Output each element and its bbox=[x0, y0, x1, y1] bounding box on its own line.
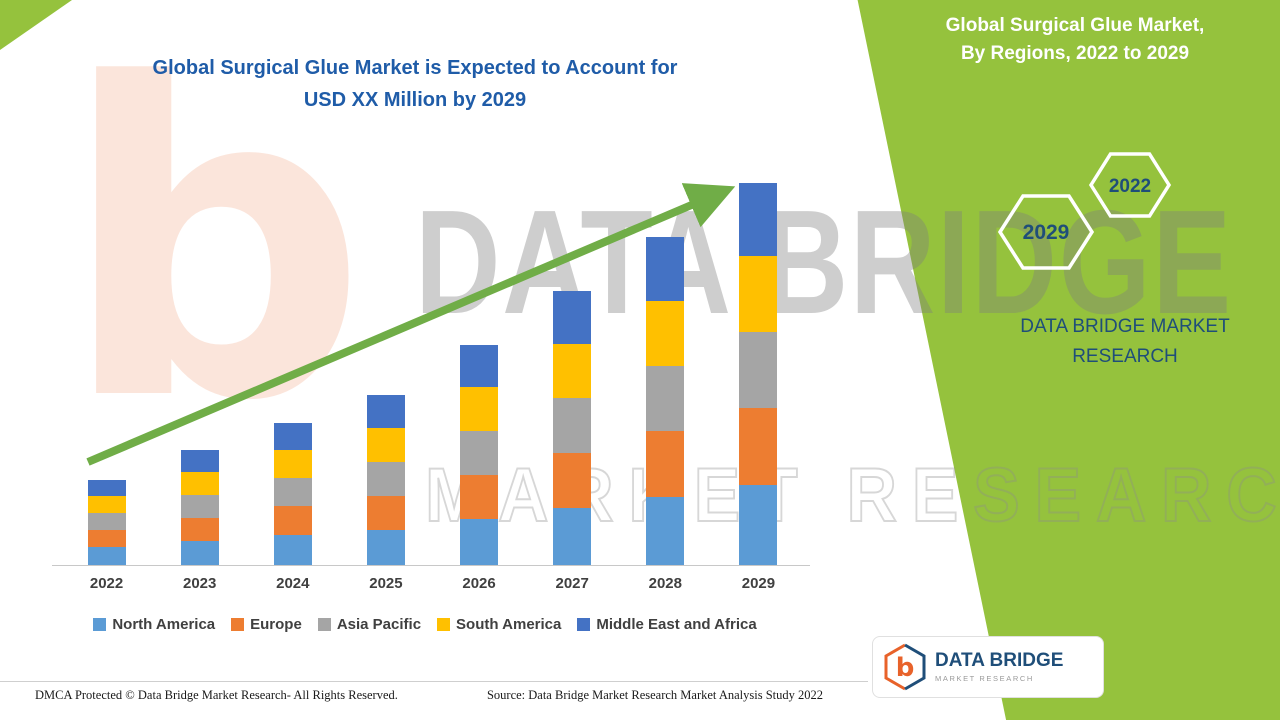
legend-swatch bbox=[231, 618, 245, 631]
bar-2024 bbox=[273, 423, 312, 565]
brand-logo-text: DATA BRIDGE MARKET RESEARCH bbox=[935, 650, 1064, 683]
panel-title-line1: Global Surgical Glue Market, bbox=[945, 15, 1205, 36]
bar-segment-2026-south-america bbox=[460, 387, 499, 431]
legend-label: Europe bbox=[250, 616, 302, 633]
footer: DMCA Protected © Data Bridge Market Rese… bbox=[0, 681, 868, 703]
legend-swatch bbox=[93, 618, 107, 631]
x-label-2025: 2025 bbox=[369, 575, 403, 592]
bar-segment-2027-south-america bbox=[553, 344, 592, 398]
bar-segment-2028-north-america bbox=[646, 497, 685, 565]
chart-legend: North America Europe Asia Pacific South Ame… bbox=[0, 616, 850, 633]
bar-segment-2028-europe bbox=[646, 431, 685, 497]
bar-segment-2028-middle-east-and-africa bbox=[646, 237, 685, 301]
bar-segment-2029-north-america bbox=[739, 485, 778, 565]
legend-item-asia-pacific: Asia Pacific bbox=[317, 616, 422, 633]
dmca-text: DMCA Protected © Data Bridge Market Rese… bbox=[35, 688, 398, 702]
stacked-bar-chart bbox=[60, 183, 805, 565]
x-label-2028: 2028 bbox=[648, 575, 682, 592]
chart-title: Global Surgical Glue Market is Expected … bbox=[0, 52, 830, 116]
panel-brand-text: DATA BRIDGE MARKET RESEARCH bbox=[1000, 312, 1250, 373]
bar-segment-2023-asia-pacific bbox=[180, 495, 219, 518]
legend-label: South America bbox=[456, 616, 562, 633]
bar-segment-2024-south-america bbox=[273, 450, 312, 478]
panel-title: Global Surgical Glue Market, By Regions,… bbox=[900, 12, 1250, 67]
bar-2023 bbox=[180, 450, 219, 565]
legend-swatch bbox=[437, 618, 451, 631]
bar-2028 bbox=[646, 237, 685, 565]
bar-segment-2023-south-america bbox=[180, 472, 219, 495]
chart-title-line1: Global Surgical Glue Market is Expected … bbox=[152, 57, 678, 79]
x-label-2024: 2024 bbox=[276, 575, 310, 592]
bar-segment-2025-north-america bbox=[366, 530, 405, 565]
bar-segment-2025-asia-pacific bbox=[366, 462, 405, 496]
hexagon-2022-outline bbox=[1088, 152, 1172, 218]
source-text: Source: Data Bridge Market Research Mark… bbox=[486, 688, 823, 702]
hexagon-2029-outline bbox=[997, 194, 1095, 270]
x-label-2029: 2029 bbox=[741, 575, 776, 592]
legend-item-europe: Europe bbox=[231, 616, 302, 633]
legend-swatch bbox=[577, 618, 591, 631]
panel-brand-line1: DATA BRIDGE MARKET bbox=[1020, 316, 1230, 337]
bar-segment-2029-middle-east-and-africa bbox=[739, 183, 778, 256]
svg-text:b: b bbox=[896, 653, 915, 683]
bar-segment-2029-europe bbox=[739, 408, 778, 485]
x-label-2023: 2023 bbox=[183, 575, 217, 592]
bar-segment-2025-europe bbox=[366, 496, 405, 530]
chart-title-line2: USD XX Million by 2029 bbox=[303, 89, 527, 111]
bar-segment-2022-south-america bbox=[87, 496, 126, 513]
legend-item-north-america: North America bbox=[93, 616, 215, 633]
legend-swatch bbox=[317, 618, 331, 631]
bar-segment-2028-south-america bbox=[646, 301, 685, 366]
legend-item-middle-east-and-africa: Middle East and Africa bbox=[577, 616, 757, 633]
bar-segment-2025-south-america bbox=[366, 428, 405, 462]
bar-2026 bbox=[460, 345, 499, 565]
bar-segment-2026-asia-pacific bbox=[460, 431, 499, 475]
bar-segment-2022-europe bbox=[87, 530, 126, 547]
x-label-2022: 2022 bbox=[89, 575, 124, 592]
bar-segment-2025-middle-east-and-africa bbox=[366, 395, 405, 428]
hexagon-2029-label: 2029 bbox=[1023, 221, 1070, 244]
legend-label: Middle East and Africa bbox=[596, 616, 757, 633]
x-axis-labels: 2022 2023 2024 2025 2026 2027 2028 2029 bbox=[60, 575, 805, 592]
bar-segment-2024-asia-pacific bbox=[273, 478, 312, 506]
bar-2027 bbox=[553, 291, 592, 565]
legend-label: North America bbox=[112, 616, 216, 633]
bar-segment-2024-middle-east-and-africa bbox=[273, 423, 312, 450]
bar-2029 bbox=[739, 183, 778, 565]
bar-segment-2029-asia-pacific bbox=[739, 332, 778, 408]
bar-segment-2022-north-america bbox=[87, 547, 126, 565]
bar-segment-2023-middle-east-and-africa bbox=[180, 450, 219, 472]
bar-segment-2027-middle-east-and-africa bbox=[553, 291, 592, 344]
panel-title-line2: By Regions, 2022 to 2029 bbox=[960, 42, 1190, 64]
brand-logo-hexagon-icon: b bbox=[884, 643, 926, 691]
brand-logo-card: b DATA BRIDGE MARKET RESEARCH bbox=[872, 636, 1104, 698]
bar-segment-2023-europe bbox=[180, 518, 219, 541]
x-label-2027: 2027 bbox=[555, 575, 589, 592]
x-axis-line bbox=[52, 565, 810, 566]
bar-segment-2026-north-america bbox=[460, 519, 499, 565]
bar-segment-2022-asia-pacific bbox=[87, 513, 126, 530]
brand-logo-name: DATA BRIDGE bbox=[935, 650, 1064, 672]
bar-segment-2022-middle-east-and-africa bbox=[87, 480, 126, 496]
bar-segment-2026-middle-east-and-africa bbox=[460, 345, 499, 387]
bar-segment-2027-asia-pacific bbox=[553, 398, 592, 453]
bar-2025 bbox=[366, 395, 405, 565]
bar-segment-2024-europe bbox=[273, 506, 312, 535]
bar-segment-2027-north-america bbox=[553, 508, 592, 565]
brand-logo-subtitle: MARKET RESEARCH bbox=[935, 673, 1034, 683]
bar-segment-2026-europe bbox=[460, 475, 499, 519]
year-hexagons: 2029 2022 bbox=[997, 152, 1172, 270]
x-label-2026: 2026 bbox=[462, 575, 496, 592]
bar-segment-2024-north-america bbox=[273, 535, 312, 565]
legend-item-south-america: South America bbox=[437, 616, 561, 633]
bar-2022 bbox=[87, 480, 126, 565]
bar-segment-2027-europe bbox=[553, 453, 592, 508]
bar-segment-2028-asia-pacific bbox=[646, 366, 685, 431]
bar-segment-2023-north-america bbox=[180, 541, 219, 565]
legend-label: Asia Pacific bbox=[336, 616, 422, 633]
hexagon-2022-label: 2022 bbox=[1109, 176, 1151, 197]
bar-segment-2029-south-america bbox=[739, 256, 778, 332]
panel-brand-line2: RESEARCH bbox=[1072, 346, 1178, 368]
